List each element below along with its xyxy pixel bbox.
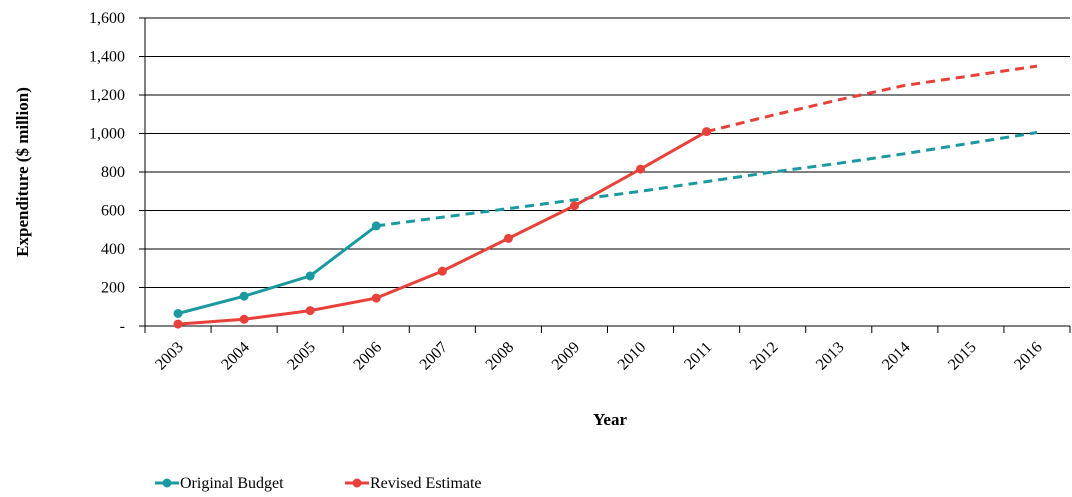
x-axis-ticks: 2003 2004 2005 2006 2007 2008 2009 2010 2011 2012… [144, 326, 1071, 374]
original-budget-projection-line [376, 131, 1038, 228]
y-tick-label: 400 [101, 241, 125, 258]
x-tick-label: 2009 [549, 339, 584, 374]
revised-estimate-legend-marker [352, 478, 362, 488]
x-tick-label: 2010 [615, 339, 650, 374]
legend: Original Budget Revised Estimate [155, 475, 482, 492]
revised-estimate-point [702, 127, 712, 137]
y-tick-label: 200 [101, 280, 125, 297]
y-tick-label: 600 [101, 203, 125, 220]
revised-estimate-point [569, 201, 579, 211]
original-budget-point [173, 308, 183, 318]
x-tick-label: 2005 [284, 339, 319, 374]
y-tick-label: 1,400 [89, 49, 125, 66]
y-tick-label: 800 [101, 164, 125, 181]
x-tick-label: 2011 [681, 339, 715, 373]
original-budget-legend-label: Original Budget [180, 475, 284, 492]
x-tick-label: 2013 [813, 339, 848, 374]
series-layer [173, 64, 1038, 329]
x-tick-label: 2007 [417, 339, 452, 374]
gridlines [144, 17, 1070, 327]
revised-estimate-point [371, 293, 381, 303]
revised-estimate-point [239, 314, 249, 324]
original-budget-line [177, 224, 378, 315]
x-tick-label: 2003 [152, 339, 187, 374]
y-tick-label: 1,600 [89, 10, 125, 27]
x-tick-label: 2008 [483, 339, 518, 374]
x-tick-label: 2006 [350, 339, 385, 374]
y-tick-label: 1,200 [89, 87, 125, 104]
revised-estimate-point [636, 164, 646, 174]
x-tick-label: 2004 [218, 339, 253, 374]
revised-estimate-line [177, 130, 708, 326]
y-axis-ticks: - 200 400 600 800 1,000 1,200 1,400 1,600 [89, 10, 145, 335]
revised-estimate-point [437, 266, 447, 276]
revised-estimate-projection-line [706, 64, 1038, 134]
original-budget-point [371, 221, 381, 231]
original-budget-point [239, 291, 249, 301]
x-tick-label: 2012 [747, 339, 782, 374]
original-budget-legend-marker [162, 478, 172, 488]
x-tick-label: 2015 [945, 339, 980, 374]
y-axis-title: Expenditure ($ million) [13, 87, 32, 257]
revised-estimate-legend-label: Revised Estimate [370, 475, 482, 492]
x-axis-title: Year [593, 410, 627, 429]
revised-estimate-point [173, 319, 183, 329]
y-tick-label: - [120, 318, 125, 335]
y-tick-label: 1,000 [89, 126, 125, 143]
original-budget-point [305, 271, 315, 281]
revised-estimate-point [305, 306, 315, 316]
revised-estimate-point [503, 233, 513, 243]
x-tick-label: 2016 [1011, 339, 1046, 374]
x-tick-label: 2014 [879, 339, 914, 374]
